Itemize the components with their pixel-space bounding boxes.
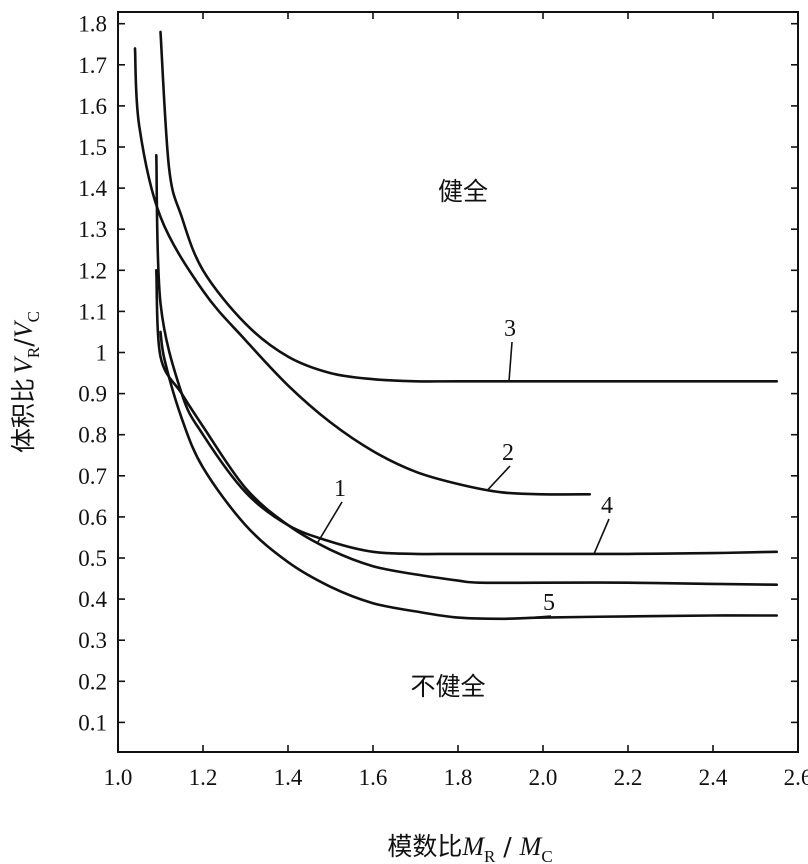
- y-tick-label: 1.3: [78, 217, 107, 242]
- y-tick-label: 0.6: [78, 505, 107, 530]
- x-axis-title-var1: M: [461, 832, 485, 861]
- y-tick-label: 0.4: [78, 587, 107, 612]
- region-label-upper: 健全: [438, 177, 488, 206]
- x-axis-title: 模数比MR / MC: [387, 832, 552, 864]
- x-axis-title-sep: /: [495, 832, 519, 861]
- y-axis-title-prefix: 体积比: [9, 378, 38, 453]
- curve-label-5: 5: [543, 590, 555, 616]
- curve-label-3: 3: [504, 316, 516, 342]
- ticks: 0.1 0.2 0.3 0.4 0.5 0.6 0.7 0.8 0.9 1 1.1 1.2 1.3 1.4…: [78, 12, 808, 790]
- series-line-1: [155, 269, 778, 586]
- curve-leader-2: [487, 465, 511, 491]
- x-tick-label: 1.4: [274, 765, 303, 790]
- x-axis-title-var2: M: [519, 832, 543, 861]
- y-axis-title: 体积比VR/VC: [9, 311, 43, 453]
- x-axis-title-sub2: C: [541, 847, 552, 864]
- curve-label-1: 1: [334, 476, 346, 502]
- x-tick-label: 2.2: [614, 765, 643, 790]
- y-axis-title-sub1: R: [24, 346, 43, 358]
- y-tick-label: 1.4: [78, 176, 107, 201]
- x-tick-label: 1.8: [444, 765, 473, 790]
- x-axis-title-sub1: R: [484, 847, 496, 864]
- y-tick-label: 0.7: [78, 464, 107, 489]
- y-tick-label: 0.9: [78, 382, 107, 407]
- y-tick-label: 1.6: [78, 94, 107, 119]
- x-tick-label: 1.6: [359, 765, 388, 790]
- curve-label-2: 2: [502, 440, 514, 466]
- series-lines: [133, 30, 778, 621]
- y-axis-title-var2: V: [9, 319, 38, 338]
- x-axis-title-prefix: 模数比: [387, 832, 462, 861]
- y-axis-title-var1: V: [9, 355, 38, 374]
- series-line-4: [155, 153, 778, 556]
- x-tick-label: 2.6: [784, 765, 808, 790]
- y-tick-label: 1.2: [78, 258, 107, 283]
- y-tick-label: 0.8: [78, 423, 107, 448]
- curve-label-4: 4: [601, 493, 613, 519]
- y-tick-label: 1: [96, 341, 108, 366]
- series-line-5: [159, 330, 778, 621]
- y-axis-title-sub2: C: [24, 311, 43, 322]
- y-tick-label: 0.1: [78, 710, 107, 735]
- curve-labels: 1 2 3 4 5: [317, 316, 613, 620]
- y-tick-label: 0.3: [78, 628, 107, 653]
- y-tick-label: 0.2: [78, 669, 107, 694]
- curve-leader-3: [508, 341, 513, 382]
- y-tick-label: 1.5: [78, 135, 107, 160]
- curve-leader-5: [521, 615, 552, 620]
- x-tick-label: 1.2: [189, 765, 218, 790]
- series-line-3: [159, 30, 778, 383]
- y-tick-label: 1.7: [78, 53, 107, 78]
- y-tick-label: 1.1: [78, 299, 107, 324]
- x-tick-label: 2.0: [529, 765, 558, 790]
- curve-leader-1: [317, 501, 343, 543]
- y-tick-label: 0.5: [78, 546, 107, 571]
- x-tick-label: 2.4: [699, 765, 728, 790]
- y-tick-label: 1.8: [78, 12, 107, 37]
- curve-leader-4: [593, 518, 610, 555]
- x-tick-label: 1.0: [104, 765, 133, 790]
- region-label-lower: 不健全: [410, 672, 485, 701]
- y-axis-title-sep: /: [9, 338, 38, 347]
